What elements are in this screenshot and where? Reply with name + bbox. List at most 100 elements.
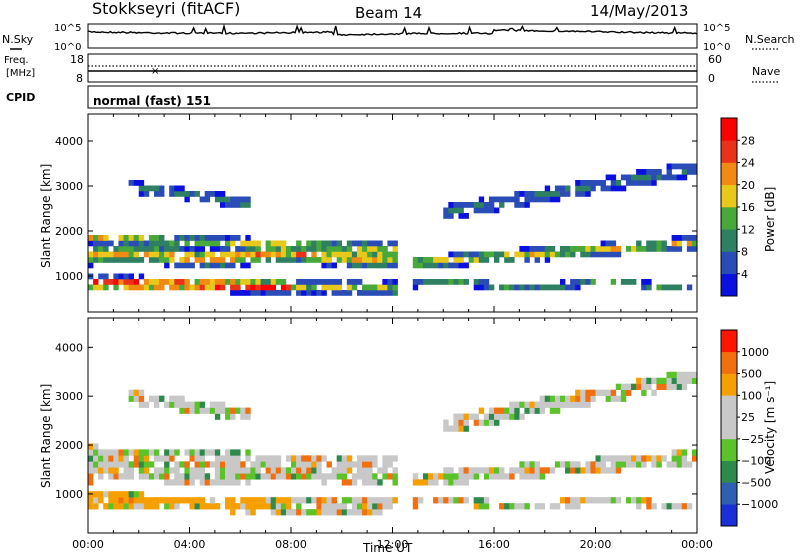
heatmap-cell: [534, 191, 540, 197]
heatmap-cell: [605, 497, 612, 504]
heatmap-cell: [372, 257, 378, 263]
heatmap-cell: [153, 455, 160, 462]
heatmap-cell: [93, 240, 99, 247]
heatmap-cell: [585, 401, 591, 408]
heatmap-cell: [306, 497, 312, 504]
heatmap-cell: [128, 491, 134, 498]
heatmap-cell: [534, 473, 540, 480]
heatmap-cell: [128, 389, 134, 396]
heatmap-cell: [275, 251, 282, 258]
heatmap-cell: [194, 449, 200, 456]
heatmap-cell: [646, 180, 652, 186]
heatmap-cell: [225, 407, 231, 414]
heatmap-cell: [153, 251, 160, 258]
heatmap-cell: [143, 455, 150, 462]
heatmap-cell: [336, 461, 343, 468]
heatmap-cell: [103, 251, 109, 258]
heatmap-cell: [377, 246, 383, 252]
colorbar-level-label: 100: [741, 389, 762, 402]
heatmap-cell: [118, 503, 124, 510]
heatmap-cell: [245, 479, 251, 486]
heatmap-cell: [356, 461, 363, 468]
heatmap-cell: [133, 251, 140, 258]
heatmap-cell: [691, 455, 698, 462]
heatmap-cell: [270, 497, 277, 504]
heatmap-cell: [372, 290, 378, 296]
heatmap-cell: [478, 497, 485, 504]
heatmap-cell: [179, 246, 185, 252]
heatmap-cell: [473, 413, 480, 420]
heatmap-cell: [103, 449, 109, 456]
heatmap-cell: [651, 174, 657, 181]
heatmap-cells: [88, 163, 698, 296]
heatmap-cell: [230, 467, 236, 474]
heatmap-cell: [559, 395, 566, 402]
heatmap-cell: [367, 473, 373, 480]
heatmap-cell: [595, 251, 601, 258]
heatmap-cell: [306, 279, 312, 285]
heatmap-cell: [118, 257, 124, 263]
heatmap-cell: [488, 419, 495, 426]
heatmap-cell: [443, 207, 449, 214]
heatmap-cell: [270, 461, 277, 468]
heatmap-cell: [362, 262, 368, 269]
heatmap-cell: [184, 407, 190, 414]
heatmap-cell: [341, 246, 348, 252]
heatmap-cell: [351, 509, 358, 516]
heatmap-cell: [250, 240, 256, 247]
heatmap-cell: [641, 246, 647, 252]
heatmap-cell: [646, 279, 652, 285]
heatmap-cell: [463, 202, 469, 208]
heatmap-cell: [448, 467, 454, 474]
heatmap-cell: [570, 461, 576, 468]
heatmap-cell: [123, 497, 129, 504]
heatmap-cell: [331, 251, 337, 258]
heatmap-cell: [600, 251, 606, 258]
heatmap-cell: [123, 279, 129, 285]
heatmap-cell: [138, 235, 145, 241]
heatmap-cell: [570, 395, 576, 402]
heatmap-cell: [179, 257, 185, 263]
heatmap-cell: [331, 246, 337, 252]
heatmap-cell: [219, 191, 226, 197]
heatmap-cell: [148, 395, 155, 402]
heatmap-cell: [625, 455, 632, 462]
heatmap-cell: [138, 180, 145, 186]
heatmap-cell: [204, 279, 211, 285]
heatmap-cell: [245, 262, 251, 269]
heatmap-cell: [128, 503, 134, 510]
heatmap-cell: [585, 461, 591, 468]
heatmap-cell: [336, 284, 343, 291]
heatmap-cell: [494, 207, 500, 214]
heatmap-cell: [103, 240, 109, 247]
heatmap-cell: [153, 246, 160, 252]
heatmap-cell: [341, 257, 348, 263]
heatmap-cell: [565, 503, 571, 510]
heatmap-cell: [438, 497, 444, 504]
heatmap-cell: [331, 473, 337, 480]
heatmap-cell: [316, 279, 322, 285]
heatmap-cell: [123, 251, 129, 258]
heatmap-cell: [133, 240, 140, 247]
heatmap-cell: [595, 467, 601, 474]
heatmap-cell: [219, 479, 226, 486]
heatmap-cell: [250, 503, 256, 510]
heatmap-cell: [610, 240, 617, 247]
heatmap-cell: [143, 279, 150, 285]
heatmap-cell: [362, 455, 368, 462]
heatmap-cell: [362, 497, 368, 504]
heatmap-cell: [412, 284, 419, 291]
heatmap-cell: [331, 262, 337, 269]
heatmap-cell: [641, 383, 647, 390]
heatmap-cell: [153, 279, 160, 285]
heatmap-cell: [159, 395, 165, 402]
heatmap-cell: [559, 284, 566, 291]
heatmap-cell: [174, 246, 180, 252]
heatmap-cell: [615, 461, 622, 468]
heatmap-cell: [204, 251, 211, 258]
freq-tick-high: 18: [70, 53, 84, 66]
heatmap-cell: [219, 262, 226, 269]
heatmap-cell: [88, 455, 94, 462]
heatmap-cell: [641, 461, 647, 468]
colorbar-level-label: −500: [741, 476, 771, 489]
